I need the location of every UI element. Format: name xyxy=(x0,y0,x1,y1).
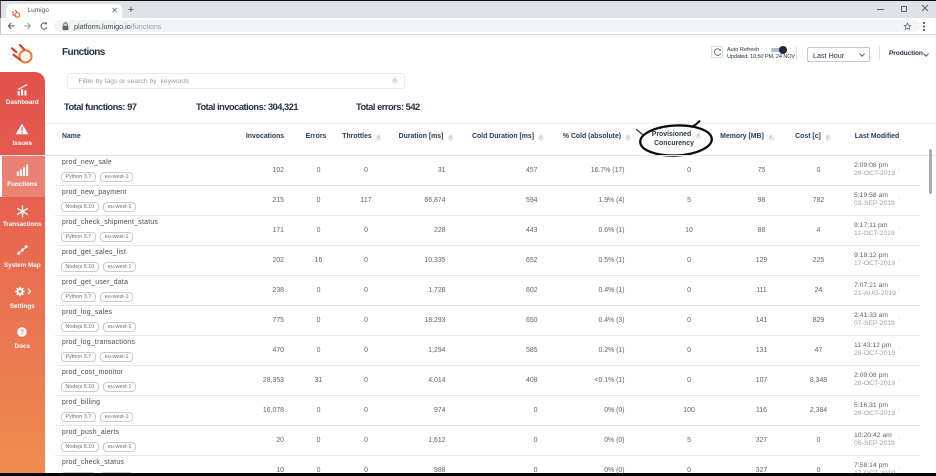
svg-text:?: ? xyxy=(20,329,24,336)
